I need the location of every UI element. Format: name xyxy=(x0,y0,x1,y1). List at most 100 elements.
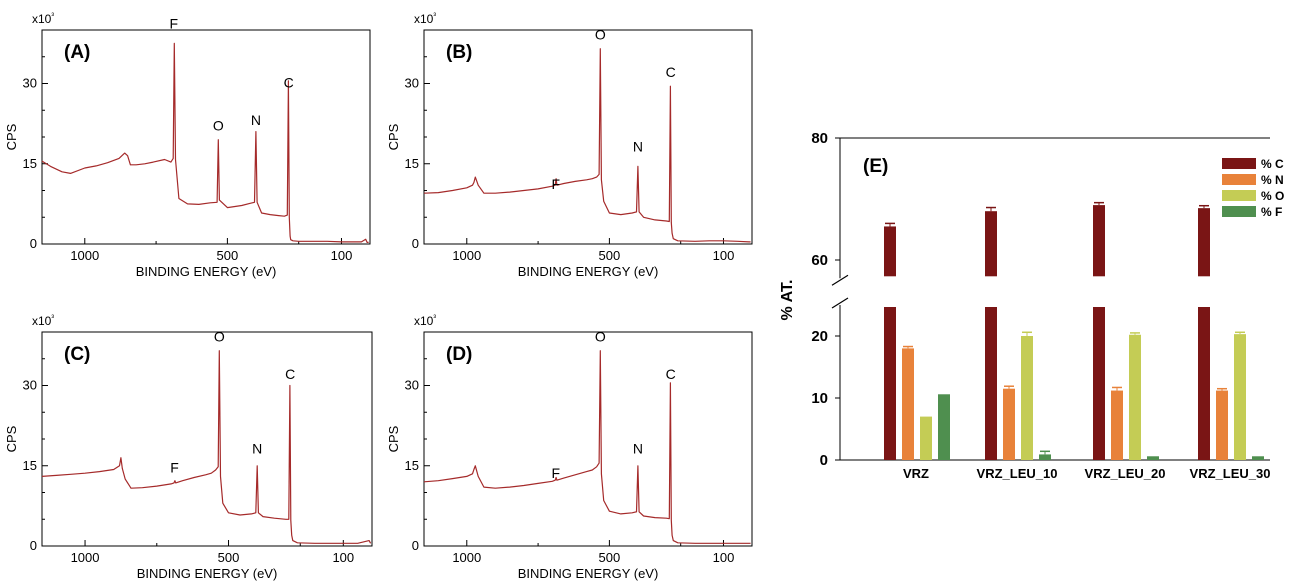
y-tick-label: 0 xyxy=(30,538,37,553)
bar-break-gap xyxy=(1196,277,1212,306)
bar xyxy=(1093,307,1105,460)
bar xyxy=(1216,390,1228,460)
y-tick-label: 30 xyxy=(23,76,37,91)
legend-swatch xyxy=(1222,190,1256,201)
peak-label: C xyxy=(284,75,294,91)
x-tick-label: 500 xyxy=(217,248,239,263)
y-tick-label: 0 xyxy=(412,236,419,251)
peak-label: F xyxy=(169,16,178,32)
plot-frame xyxy=(423,29,753,245)
y-tick-label: 30 xyxy=(405,378,419,393)
spectrum-line xyxy=(423,48,751,243)
x-tick-label: 100 xyxy=(713,550,735,565)
peak-label: N xyxy=(251,112,261,128)
bar xyxy=(1252,456,1264,460)
bar xyxy=(1093,205,1105,277)
bar xyxy=(1198,208,1210,277)
x-tick-label: 500 xyxy=(599,248,621,263)
bar xyxy=(1147,456,1159,460)
bar xyxy=(1129,334,1141,460)
peak-label: C xyxy=(666,366,676,382)
x-tick-label: 100 xyxy=(332,550,354,565)
y-multiplier-exponent: ³ xyxy=(433,313,436,322)
y-axis-title: % AT. xyxy=(779,280,796,321)
x-tick-label: 500 xyxy=(599,550,621,565)
spectrum-panel: 0 15 30 1000 500 100 BINDING ENERGY (eV) CPS x10… xyxy=(386,11,753,279)
y-multiplier: x10³ xyxy=(32,313,54,328)
bar xyxy=(1111,390,1123,460)
peak-label: O xyxy=(595,328,606,344)
peak-label: C xyxy=(285,366,295,382)
x-tick-label: VRZ_LEU_10 xyxy=(977,466,1058,481)
peak-label: N xyxy=(252,441,262,457)
y-tick-label: 20 xyxy=(811,328,828,345)
legend-label: % N xyxy=(1261,173,1284,187)
x-tick-label: 500 xyxy=(218,550,240,565)
bar xyxy=(985,211,997,277)
y-axis-title: CPS xyxy=(4,123,19,150)
axis-break-mark xyxy=(831,274,849,286)
bar xyxy=(938,394,950,460)
peak-label: O xyxy=(214,328,225,344)
legend-label: % C xyxy=(1261,157,1284,171)
y-tick-label: 0 xyxy=(30,236,37,251)
x-axis-title: BINDING ENERGY (eV) xyxy=(518,264,659,279)
panel-label: (D) xyxy=(446,344,472,365)
bar xyxy=(902,348,914,460)
bar xyxy=(1039,454,1051,460)
legend-swatch xyxy=(1222,174,1256,185)
y-tick-label: 15 xyxy=(405,458,419,473)
x-axis-title: BINDING ENERGY (eV) xyxy=(518,566,659,581)
y-axis-title: CPS xyxy=(386,425,401,452)
x-axis-title: BINDING ENERGY (eV) xyxy=(137,566,278,581)
y-tick-label: 60 xyxy=(811,252,828,269)
plot-frame xyxy=(41,331,373,547)
y-axis-title: CPS xyxy=(386,123,401,150)
y-multiplier: x10³ xyxy=(414,11,436,26)
bar-break-gap xyxy=(983,277,999,306)
bar xyxy=(1021,336,1033,460)
y-multiplier: x10³ xyxy=(32,11,54,26)
x-tick-label: 100 xyxy=(713,248,735,263)
peak-label: C xyxy=(666,64,676,80)
peak-label: F xyxy=(170,459,179,475)
x-tick-label: 100 xyxy=(331,248,353,263)
y-tick-label: 30 xyxy=(23,378,37,393)
y-tick-label: 15 xyxy=(23,156,37,171)
plot-frame xyxy=(423,331,753,547)
bar-break-gap xyxy=(882,277,898,306)
spectrum-line xyxy=(423,350,751,544)
legend-swatch xyxy=(1222,206,1256,217)
x-axis-title: BINDING ENERGY (eV) xyxy=(136,264,277,279)
y-axis-title: CPS xyxy=(4,425,19,452)
plot-frame xyxy=(41,29,371,245)
peak-label: N xyxy=(633,139,643,155)
peak-label: O xyxy=(213,117,224,133)
bar xyxy=(884,307,896,460)
y-tick-label: 0 xyxy=(820,452,828,469)
y-tick-label: 15 xyxy=(405,156,419,171)
spectrum-panel: 0 15 30 1000 500 100 BINDING ENERGY (eV) CPS x10… xyxy=(386,313,753,581)
legend-swatch xyxy=(1222,158,1256,169)
peak-label: F xyxy=(551,465,560,481)
panel-label: (A) xyxy=(64,42,90,63)
y-tick-label: 80 xyxy=(811,130,828,147)
peak-label: O xyxy=(595,26,606,42)
bar xyxy=(1198,307,1210,460)
axis-break-mark xyxy=(831,297,849,309)
panel-label: (C) xyxy=(64,344,90,365)
y-tick-label: 10 xyxy=(811,390,828,407)
bar xyxy=(1234,334,1246,460)
y-tick-label: 0 xyxy=(412,538,419,553)
x-tick-label: VRZ xyxy=(903,466,929,481)
legend-label: % F xyxy=(1261,205,1282,219)
y-multiplier-exponent: ³ xyxy=(51,313,54,322)
x-tick-label: 1000 xyxy=(452,550,481,565)
spectrum-line xyxy=(41,350,372,544)
spectrum-line xyxy=(41,42,369,243)
y-tick-label: 30 xyxy=(405,76,419,91)
spectrum-panel: 0 15 30 1000 500 100 BINDING ENERGY (eV) CPS x10… xyxy=(4,11,371,279)
legend-label: % O xyxy=(1261,189,1284,203)
bar xyxy=(920,416,932,460)
